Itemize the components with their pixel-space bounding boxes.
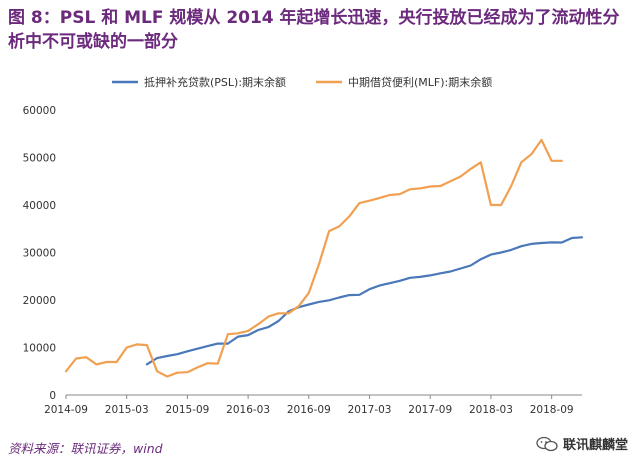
x-tick-label: 2016-09 bbox=[287, 404, 331, 416]
legend-label-psl: 抵押补充贷款(PSL):期末余额 bbox=[144, 75, 286, 89]
legend-label-mlf: 中期借贷便利(MLF):期末余额 bbox=[348, 75, 492, 89]
y-tick-label: 40000 bbox=[23, 200, 56, 212]
chart-legend: 抵押补充贷款(PSL):期末余额 中期借贷便利(MLF):期末余额 bbox=[112, 75, 492, 89]
line-chart: 抵押补充贷款(PSL):期末余额 中期借贷便利(MLF):期末余额 0 10000 2… bbox=[23, 75, 584, 416]
watermark: 联讯麒麟堂 bbox=[536, 434, 628, 453]
series-line-psl bbox=[145, 236, 584, 366]
y-tick-label: 30000 bbox=[23, 248, 56, 260]
y-tick-label: 0 bbox=[49, 390, 56, 402]
y-tick-label: 20000 bbox=[23, 295, 56, 307]
x-axis: 2014-09 2015-03 2015-09 2016-03 2016-09 2017-… bbox=[44, 394, 582, 416]
x-tick-label: 2016-03 bbox=[226, 404, 270, 416]
x-tick-label: 2018-09 bbox=[530, 404, 574, 416]
source-note: 资料来源：联讯证券，wind bbox=[8, 441, 163, 456]
x-tick-label: 2018-03 bbox=[469, 404, 513, 416]
x-tick-label: 2014-09 bbox=[44, 404, 88, 416]
x-tick-label: 2015-09 bbox=[165, 404, 209, 416]
x-tick-label: 2015-03 bbox=[105, 404, 149, 416]
y-tick-label: 60000 bbox=[23, 105, 56, 117]
watermark-text: 联讯麒麟堂 bbox=[562, 438, 628, 453]
y-tick-label: 50000 bbox=[23, 153, 56, 165]
wechat-icon bbox=[536, 436, 558, 451]
x-tick-label: 2017-03 bbox=[348, 404, 392, 416]
y-axis: 0 10000 20000 30000 40000 50000 60000 bbox=[23, 105, 56, 402]
figure-title: 图 8：PSL 和 MLF 规模从 2014 年起增长迅速，央行投放已经成为了流… bbox=[8, 8, 620, 52]
series-layer bbox=[64, 138, 584, 378]
x-tick-label: 2017-09 bbox=[408, 404, 452, 416]
y-tick-label: 10000 bbox=[23, 343, 56, 355]
series-line-mlf bbox=[64, 138, 563, 378]
